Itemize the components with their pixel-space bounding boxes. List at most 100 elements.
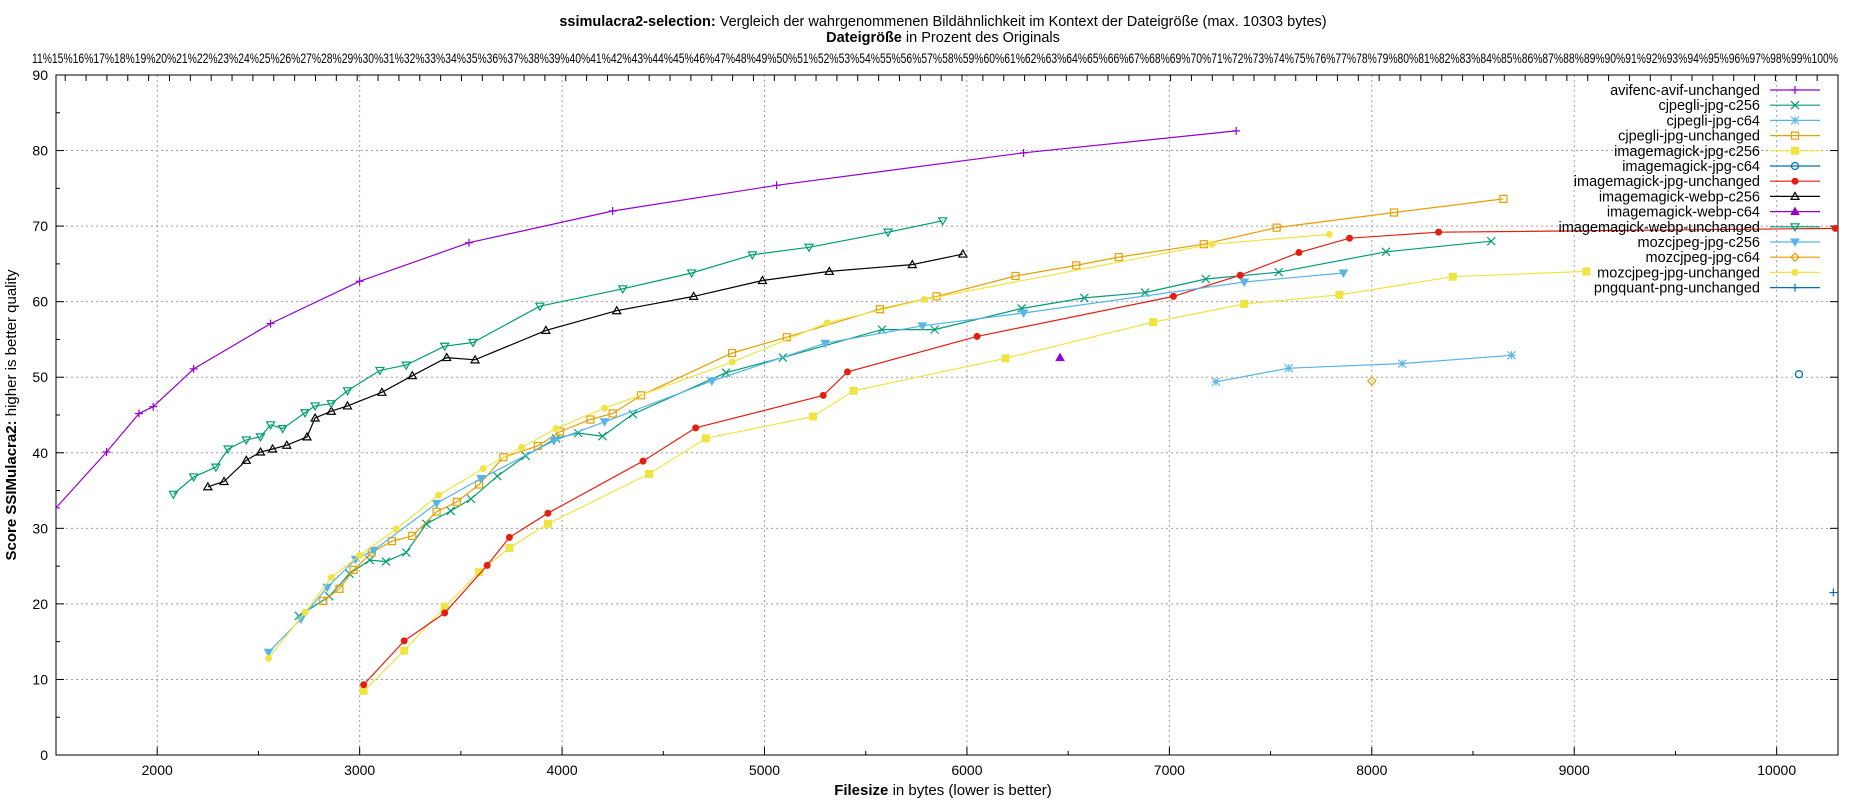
triangle-down-marker (917, 322, 928, 331)
y-axis-label-bold: Score SSIMulacra2: (3, 420, 20, 560)
triangle-marker (301, 431, 313, 441)
x-tick-label: 10000 (1757, 762, 1796, 778)
triangle-down-marker (820, 339, 831, 349)
triangle-marker (907, 259, 918, 269)
legend-label: mozcjpeg-jpg-c256 (1637, 235, 1760, 251)
x-tick-label: 7000 (1154, 762, 1185, 778)
triangle-marker (342, 400, 353, 410)
chart-title-bold: ssimulacra2-selection: (559, 14, 715, 30)
x-marker (1790, 100, 1800, 110)
triangle-down-marker (263, 648, 274, 658)
y-tick-label: 30 (32, 520, 48, 536)
square-marker (1389, 208, 1399, 217)
circle-marker (400, 637, 408, 645)
triangle-down-marker (747, 251, 758, 261)
x-marker (930, 325, 939, 335)
triangle-down-marker (374, 366, 385, 376)
y-tick-label: 50 (32, 369, 48, 385)
plus-marker (189, 364, 198, 373)
legend-item-imagemagick-webp-unchanged: imagemagick-webp-unchanged (1558, 220, 1820, 236)
x-marker (492, 471, 502, 481)
triangle-marker (540, 325, 551, 334)
diamond-marker (1366, 376, 1377, 386)
triangle-marker (218, 476, 230, 486)
series-cjpegli-jpg-c64 (1211, 350, 1516, 387)
plot-frame (55, 74, 1839, 756)
legend-item-mozcjpeg-jpg-c64: mozcjpeg-jpg-c64 (1646, 250, 1820, 266)
triangle-down-marker (599, 418, 610, 427)
series-line (322, 198, 1504, 602)
star-marker (1790, 116, 1800, 125)
legend-item-cjpegli-jpg-c64: cjpegli-jpg-c64 (1667, 113, 1820, 129)
triangle-down-marker (210, 463, 221, 473)
series-line (1215, 354, 1512, 383)
legend-item-imagemagick-webp-c64: imagemagick-webp-c64 (1607, 205, 1820, 221)
triangle-down-marker (310, 402, 321, 412)
series-cjpegli-jpg-c256 (294, 236, 1496, 621)
circle-marker (1791, 268, 1799, 276)
triangle-down-marker (299, 409, 311, 418)
square-marker (1240, 299, 1249, 308)
triangle-down-marker (431, 499, 442, 509)
series-line (363, 270, 1587, 692)
triangle-marker (202, 481, 213, 491)
triangle-down-marker (1338, 269, 1349, 278)
legend-label: imagemagick-jpg-c256 (1614, 144, 1760, 160)
square-marker (608, 409, 617, 418)
legend-label: imagemagick-webp-c64 (1607, 205, 1760, 221)
triangle-marker (1055, 352, 1065, 362)
circle-marker (1831, 224, 1838, 232)
y-tick-label: 90 (32, 67, 48, 83)
circle-marker (441, 609, 449, 617)
legend-item-avifenc-avif-unchanged: avifenc-avif-unchanged (1610, 83, 1820, 99)
circle-marker (692, 424, 700, 432)
square-marker (701, 434, 710, 443)
x-tick-label: 4000 (546, 762, 577, 778)
y-tick-label: 0 (40, 747, 48, 763)
legend-item-imagemagick-jpg-c64: imagemagick-jpg-c64 (1622, 159, 1820, 175)
circle-marker (435, 491, 443, 499)
x-marker (466, 494, 476, 504)
square-marker (1499, 194, 1508, 204)
x-marker (446, 506, 456, 516)
y-tick-label: 60 (32, 294, 48, 310)
circle-marker (479, 465, 487, 473)
triangle-down-marker (439, 342, 450, 352)
legend-item-imagemagick-webp-c256: imagemagick-webp-c256 (1599, 189, 1820, 205)
plus-marker (1791, 283, 1799, 292)
square-marker (1199, 240, 1208, 249)
plus-marker (56, 503, 60, 512)
series-mozcjpeg-jpg-c64 (1366, 376, 1377, 386)
legend-label: mozcjpeg-jpg-c64 (1646, 250, 1760, 266)
triangle-down-marker (1239, 278, 1250, 288)
x2-axis-label-rest: in Prozent des Originals (906, 30, 1060, 46)
x-axis-label-rest: in bytes (lower is better) (893, 782, 1052, 799)
triangle-down-marker (549, 437, 559, 446)
circle-marker (392, 525, 400, 533)
triangle-marker (757, 275, 768, 285)
triangle-down-marker (1018, 309, 1029, 319)
star-marker (1211, 377, 1221, 387)
series-line (56, 130, 1237, 509)
square-marker (319, 596, 328, 605)
triangle-down-marker (1789, 223, 1801, 233)
triangle-marker (1789, 191, 1801, 200)
x-marker (422, 519, 431, 529)
series-avifenc-avif-unchanged (56, 126, 1241, 512)
plus-marker (266, 319, 275, 328)
square-marker (505, 543, 514, 552)
triangle-down-marker (534, 302, 545, 312)
circle-marker (1790, 161, 1800, 171)
y-tick-label: 40 (32, 445, 48, 461)
triangle-down-marker (476, 474, 486, 484)
square-marker (475, 568, 484, 577)
square-marker (636, 391, 646, 400)
square-marker (499, 453, 508, 462)
plus-marker (355, 277, 364, 286)
plus-marker (134, 409, 143, 418)
square-marker (1149, 318, 1158, 327)
circle-marker (819, 391, 827, 399)
square-marker (645, 469, 654, 478)
triangle-marker (241, 455, 252, 464)
series-imagemagick-webp-unchanged (168, 217, 948, 500)
